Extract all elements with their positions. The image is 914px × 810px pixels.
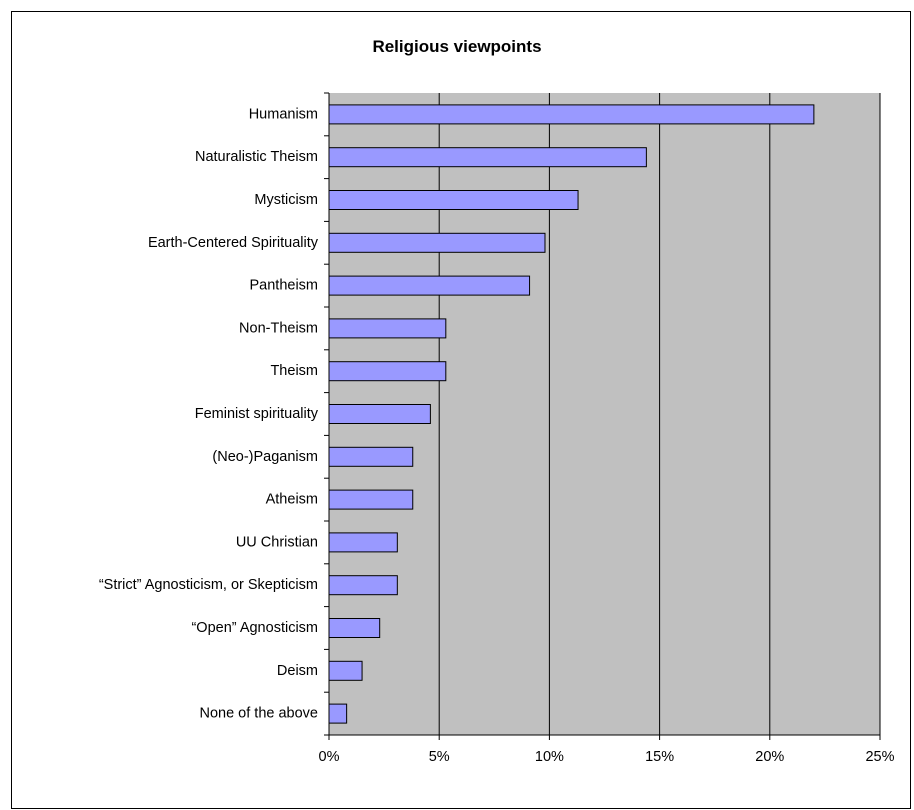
category-label: (Neo-)Paganism: [212, 449, 318, 465]
bar-4: [328, 232, 546, 253]
bar-6: [328, 318, 447, 339]
bars: [328, 104, 815, 724]
x-tick-label: 5%: [429, 749, 450, 765]
category-label: Mysticism: [254, 192, 318, 208]
category-label: “Open” Agnosticism: [191, 620, 318, 636]
category-label: Deism: [277, 663, 318, 679]
bar-9: [328, 446, 414, 467]
x-tick-labels: 0% 5% 10% 15% 20% 25%: [319, 749, 895, 765]
category-label: Theism: [270, 363, 318, 379]
category-label: Pantheism: [249, 278, 318, 294]
bar-15: [328, 703, 348, 724]
chart-title: Religious viewpoints: [372, 37, 542, 56]
category-label: Humanism: [249, 106, 318, 122]
bar-11: [328, 532, 398, 553]
bar-2: [328, 147, 647, 168]
category-label: Naturalistic Theism: [195, 149, 318, 165]
bar-1: [328, 104, 815, 125]
x-tick-label: 10%: [535, 749, 564, 765]
bar-13: [328, 618, 381, 638]
x-tick-label: 15%: [645, 749, 674, 765]
bar-12: [328, 575, 398, 596]
bar-3: [328, 190, 579, 210]
category-label: None of the above: [199, 706, 318, 722]
bar-7: [328, 361, 447, 382]
x-tick-label: 0%: [319, 749, 340, 765]
x-tick-label: 25%: [865, 749, 894, 765]
category-label: UU Christian: [236, 534, 318, 550]
category-label: Atheism: [266, 492, 318, 508]
category-label: Non-Theism: [239, 320, 318, 336]
bar-5: [328, 275, 531, 296]
bar-8: [328, 404, 431, 424]
category-label: “Strict” Agnosticism, or Skepticism: [99, 577, 318, 593]
category-labels: Humanism Naturalistic Theism Mysticism Eart…: [99, 106, 319, 721]
category-label: Feminist spirituality: [195, 406, 319, 422]
bar-14: [328, 660, 363, 681]
bar-10: [328, 489, 414, 510]
axes: [324, 92, 881, 740]
category-label: Earth-Centered Spirituality: [148, 235, 319, 251]
x-tick-label: 20%: [755, 749, 784, 765]
